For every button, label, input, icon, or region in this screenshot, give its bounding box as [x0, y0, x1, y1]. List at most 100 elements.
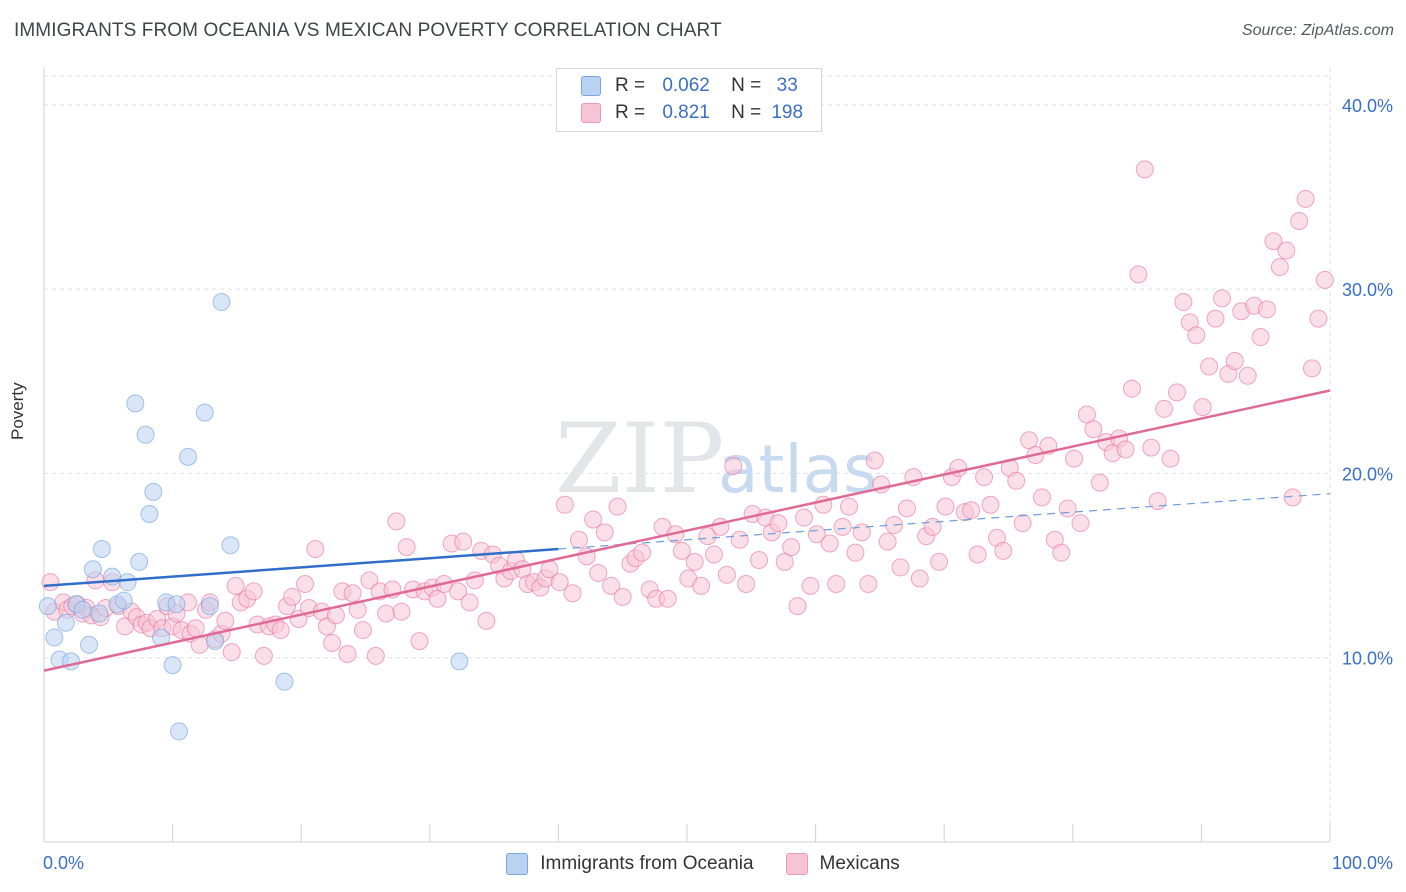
n-value: 198	[771, 102, 804, 123]
oceania-point	[38, 597, 57, 616]
tick-labels: 10.0% 20.0% 30.0% 40.0% 0.0% 100.0%	[43, 96, 1393, 873]
mexicans-point	[41, 573, 60, 592]
mexicans-point	[1277, 241, 1296, 260]
mexicans-point	[1090, 473, 1109, 492]
mexicans-point	[1129, 265, 1148, 284]
mexicans-point	[589, 563, 608, 582]
mexicans-point	[460, 593, 479, 612]
n-label: N =	[731, 102, 762, 123]
mexicans-point	[1187, 326, 1206, 345]
n-label: N =	[731, 75, 762, 96]
mexicans-point	[449, 582, 468, 601]
mexicans-point	[801, 576, 820, 595]
source-label: Source: ZipAtlas.com	[1241, 22, 1394, 39]
mexicans-point	[1167, 383, 1186, 402]
mexicans-point	[338, 645, 357, 664]
stats-row-oceania: R = 0.062 N = 33	[581, 73, 813, 99]
mexicans-point	[827, 575, 846, 593]
mexicans-point	[222, 643, 241, 662]
mexicans-point	[563, 584, 582, 603]
mexicans-point	[807, 525, 826, 544]
oceania-point	[118, 573, 137, 592]
r-value: 0.062	[662, 75, 710, 96]
mexicans-point	[1032, 488, 1051, 507]
mexicans-point	[387, 512, 406, 531]
mexicans-point	[360, 571, 379, 590]
mexicans-point	[1290, 211, 1309, 230]
mexicans-point	[602, 576, 621, 595]
y-tick-label: 30.0%	[1342, 280, 1393, 300]
mexicans-point	[1174, 293, 1193, 312]
mexicans-point	[833, 517, 852, 536]
oceania-point	[275, 672, 294, 691]
mexicans-point	[254, 646, 273, 665]
mexicans-point	[878, 532, 897, 551]
mexicans-point	[555, 495, 574, 514]
mexicans-point	[353, 621, 372, 640]
mexicans-point	[994, 541, 1013, 560]
mexicans-point	[1135, 160, 1154, 179]
oceania-trend-line	[43, 547, 559, 588]
mexicans-point	[936, 497, 955, 516]
mexicans-point	[1283, 488, 1302, 507]
mexicans-point	[1122, 379, 1141, 398]
oceania-point	[56, 613, 75, 632]
oceania-legend-swatch	[506, 853, 529, 875]
mexicans-point	[366, 646, 385, 665]
mexicans-point	[846, 543, 865, 562]
mexicans-point	[737, 575, 756, 593]
n-value: 33	[776, 75, 798, 96]
mexicans-point	[377, 604, 396, 623]
mexicans-point	[186, 619, 205, 638]
y-tick-label: 20.0%	[1342, 464, 1393, 484]
mexicans-point	[244, 582, 263, 601]
mexicans-point	[1212, 289, 1231, 308]
mexicans-point	[1315, 270, 1334, 289]
mexicans-point	[1257, 300, 1276, 319]
mexicans-point	[477, 611, 496, 630]
oceania-point	[179, 447, 198, 466]
mexicans-point	[1206, 309, 1225, 328]
mexicans-point	[782, 538, 801, 557]
legend-item-oceania: Immigrants from Oceania	[506, 853, 754, 875]
mexicans-swatch	[581, 103, 601, 123]
stats-legend: R = 0.062 N = 33 R = 0.821 N = 198	[556, 68, 822, 132]
oceania-point	[163, 656, 182, 675]
mexicans-point	[343, 584, 362, 603]
mexicans-point	[632, 543, 651, 562]
mexicans-point	[658, 589, 677, 608]
oceania-point	[114, 591, 133, 610]
mexicans-point	[852, 523, 871, 542]
mexicans-point	[584, 510, 603, 529]
mexicans-point	[296, 575, 315, 593]
mexicans-point	[595, 523, 614, 542]
svg-text:atlas: atlas	[718, 431, 878, 508]
mexicans-point	[717, 565, 736, 584]
mexicans-point	[1058, 499, 1077, 518]
mexicans-point	[859, 575, 878, 593]
chart-title: IMMIGRANTS FROM OCEANIA VS MEXICAN POVER…	[14, 20, 722, 41]
oceania-point	[80, 635, 99, 654]
oceania-point	[221, 536, 240, 555]
mexicans-point	[216, 611, 235, 630]
oceania-point	[170, 722, 189, 741]
mexicans-point	[897, 499, 916, 518]
mexicans-point	[1238, 366, 1257, 385]
legend-label-oceania: Immigrants from Oceania	[540, 853, 754, 874]
mexicans-point	[705, 545, 724, 564]
mexicans-point	[1052, 543, 1071, 562]
r-value: 0.821	[662, 102, 710, 123]
mexicans-point	[1302, 359, 1321, 378]
mexicans-point	[962, 501, 981, 520]
mexicans-point	[820, 534, 839, 553]
mexicans-point	[306, 539, 325, 558]
data-points	[38, 160, 1334, 741]
oceania-point	[212, 293, 231, 312]
mexicans-point	[1193, 398, 1212, 417]
r-label: R =	[615, 75, 646, 96]
oceania-point	[200, 597, 219, 616]
mexicans-point	[397, 538, 416, 557]
mexicans-point	[1007, 471, 1026, 490]
mexicans-point	[271, 621, 290, 640]
